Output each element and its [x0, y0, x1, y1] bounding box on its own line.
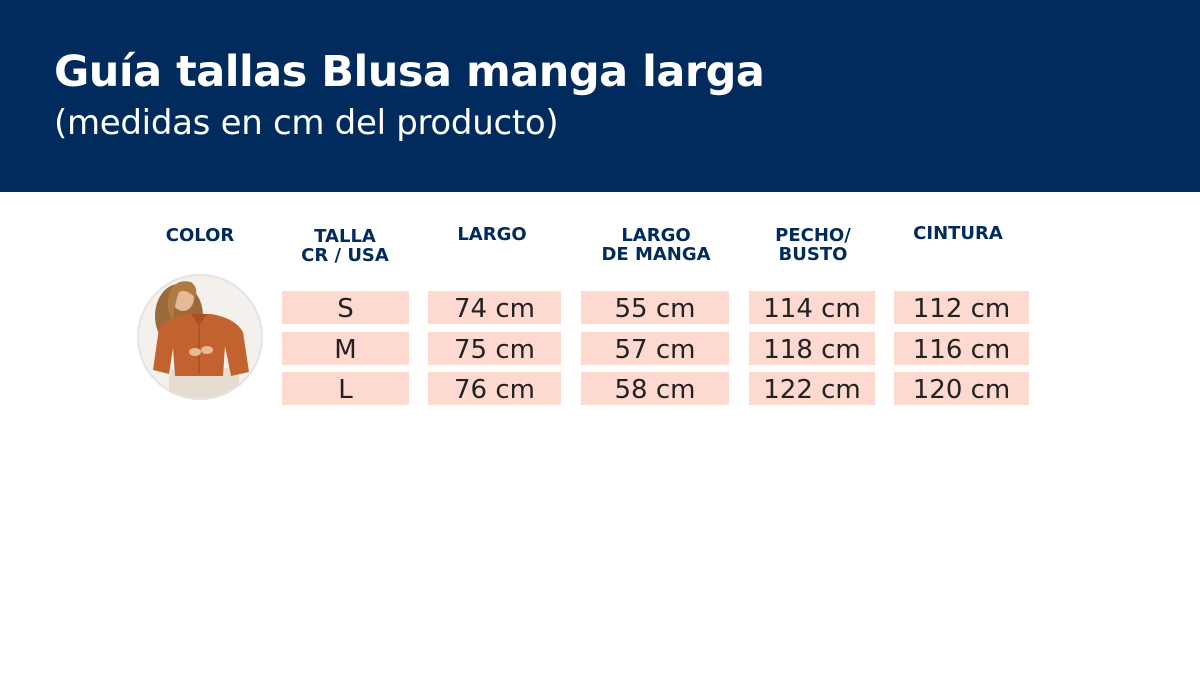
header-banner: [0, 0, 1200, 192]
cell-cintura-s: 112 cm: [894, 291, 1029, 324]
column-header-cintura: CINTURA: [913, 223, 1003, 244]
cell-largo-s: 74 cm: [428, 291, 561, 324]
cell-talla-s: S: [282, 291, 409, 324]
page-subtitle: (medidas en cm del producto): [54, 103, 559, 143]
cell-talla-m: M: [282, 332, 409, 365]
column-header-talla: TALLA CR / USA: [301, 226, 389, 266]
column-header-largo: LARGO: [457, 224, 527, 245]
cell-pecho-m: 118 cm: [749, 332, 875, 365]
model-in-blouse-illustration: [139, 276, 261, 398]
cell-talla-l: L: [282, 372, 409, 405]
cell-largo-manga-m: 57 cm: [581, 332, 729, 365]
cell-cintura-l: 120 cm: [894, 372, 1029, 405]
column-header-largo-manga: LARGO DE MANGA: [601, 225, 711, 265]
cell-largo-manga-l: 58 cm: [581, 372, 729, 405]
page-title: Guía tallas Blusa manga larga: [54, 47, 765, 97]
cell-largo-manga-s: 55 cm: [581, 291, 729, 324]
cell-cintura-m: 116 cm: [894, 332, 1029, 365]
cell-pecho-s: 114 cm: [749, 291, 875, 324]
product-photo: [137, 274, 263, 400]
column-header-color: COLOR: [165, 225, 235, 246]
cell-pecho-l: 122 cm: [749, 372, 875, 405]
column-header-pecho-busto: PECHO/ BUSTO: [775, 225, 851, 265]
cell-largo-m: 75 cm: [428, 332, 561, 365]
cell-largo-l: 76 cm: [428, 372, 561, 405]
